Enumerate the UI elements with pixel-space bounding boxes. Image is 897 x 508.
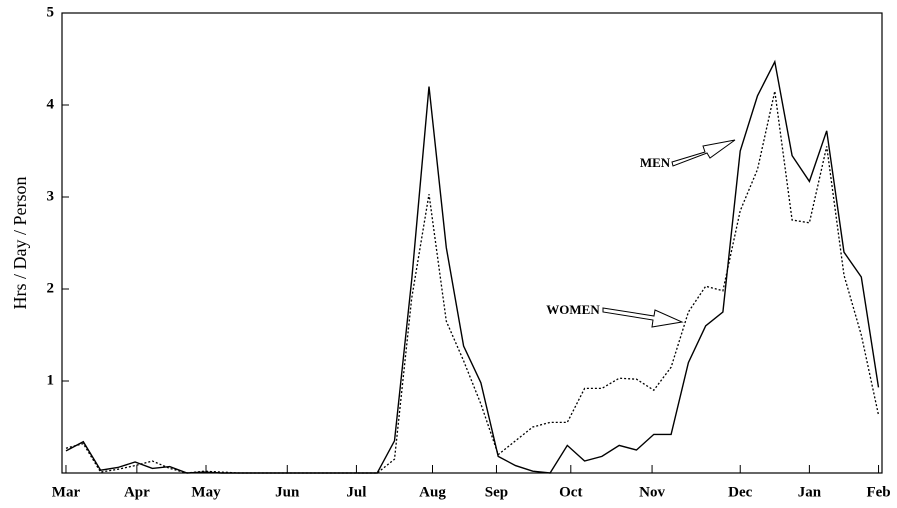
y-tick-label: 1	[47, 372, 55, 388]
y-tick-label: 3	[47, 188, 55, 204]
y-axis-label: Hrs / Day / Person	[10, 177, 30, 310]
annotation: MEN	[640, 155, 671, 170]
x-tick-label: Oct	[559, 484, 582, 500]
x-tick-label: Sep	[485, 484, 508, 500]
y-tick-label: 2	[47, 280, 55, 296]
x-tick-label: Apr	[124, 484, 150, 500]
x-tick-label: Nov	[639, 484, 665, 500]
plot-frame	[61, 12, 883, 474]
series-line	[65, 59, 880, 474]
y-tick-label: 4	[47, 96, 55, 112]
x-tick-label: Dec	[728, 484, 752, 500]
x-tick-label: Feb	[866, 484, 890, 500]
series-line	[65, 91, 880, 474]
x-tick-label: Jan	[798, 484, 822, 500]
y-tick-label: 5	[47, 4, 55, 20]
x-tick-label: Aug	[419, 484, 446, 500]
x-tick-label: Jul	[346, 484, 366, 500]
x-tick-label: Jun	[275, 484, 300, 500]
annotation-arrow	[602, 307, 684, 328]
annotation-arrow	[671, 139, 736, 167]
x-tick-label: Mar	[52, 484, 81, 500]
annotation: WOMEN	[546, 302, 600, 317]
x-tick-label: May	[191, 484, 221, 500]
